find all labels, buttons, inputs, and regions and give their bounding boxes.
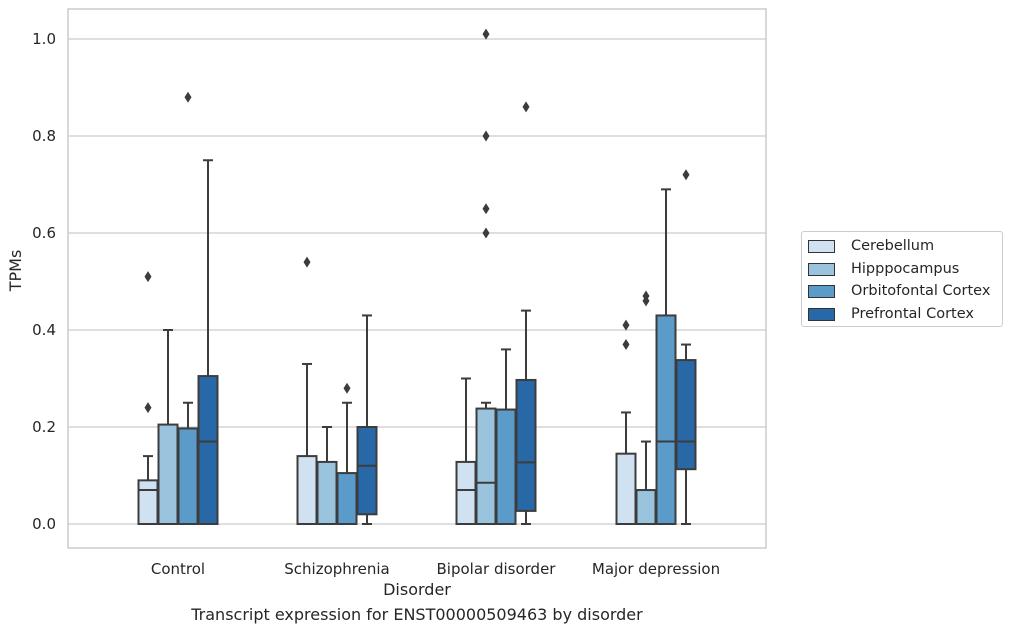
box-0-2	[455, 377, 477, 526]
y-tick-label: 0.4	[32, 321, 56, 339]
box-body	[515, 378, 537, 512]
box-0-0	[137, 271, 159, 526]
box-body	[635, 489, 657, 525]
box-body	[197, 375, 219, 526]
legend-label-hippocampus: Hipppocampus	[851, 261, 960, 277]
chart-caption: Transcript expression for ENST0000050946…	[191, 605, 643, 624]
plot-frame	[67, 8, 767, 549]
y-axis-ticks: 0.0 0.2 0.4 0.6 0.8 1.0	[32, 30, 56, 533]
legend-label-orbitofrontal: Orbitofontal Cortex	[851, 283, 991, 299]
y-tick-label: 0.8	[32, 127, 56, 145]
box-2-3	[655, 188, 677, 526]
box-body	[137, 479, 159, 526]
box-0-3	[615, 319, 637, 525]
box-body	[177, 427, 199, 525]
box-body	[296, 455, 318, 526]
legend-swatch-cerebellum	[808, 239, 835, 253]
box-body	[157, 423, 179, 526]
box-body	[455, 460, 477, 526]
box-body	[475, 407, 497, 526]
legend-label-cerebellum: Cerebellum	[851, 238, 935, 254]
y-tick-label: 0.6	[32, 224, 56, 242]
box-1-1	[316, 426, 338, 526]
legend: Cerebellum Hipppocampus Orbitofontal Cor…	[801, 231, 1003, 327]
outlier-point	[522, 101, 530, 113]
y-tick-label: 0.0	[32, 515, 56, 533]
legend-label-prefrontal: Prefrontal Cortex	[851, 306, 974, 322]
outlier-point	[482, 227, 490, 239]
box-1-2	[475, 28, 497, 526]
legend-swatch-prefrontal	[808, 307, 835, 321]
outlier-point	[343, 382, 351, 394]
legend-item-cerebellum: Cerebellum	[808, 236, 934, 256]
x-tick-label: Major depression	[592, 560, 720, 578]
outlier-point	[622, 319, 630, 331]
box-body	[336, 472, 358, 526]
box-3-3	[675, 169, 697, 525]
y-tick-label: 1.0	[32, 30, 56, 48]
legend-swatch-hippocampus	[808, 262, 835, 276]
y-axis-label: TPMs	[6, 250, 25, 293]
outlier-point	[482, 203, 490, 215]
outlier-point	[482, 28, 490, 40]
box-1-3	[635, 290, 657, 525]
x-tick-label: Schizophrenia	[284, 560, 389, 578]
box-body	[655, 314, 677, 526]
box-2-2	[495, 348, 517, 526]
x-axis-label: Disorder	[383, 580, 451, 599]
legend-item-hippocampus: Hipppocampus	[808, 259, 959, 279]
box-body	[615, 452, 637, 525]
outlier-point	[482, 130, 490, 142]
box-3-2	[515, 101, 537, 525]
legend-swatch-orbitofrontal	[808, 284, 835, 298]
box-2-0	[177, 91, 199, 525]
box-body	[495, 408, 517, 526]
box-body	[356, 426, 378, 516]
box-3-1	[356, 314, 378, 525]
x-tick-label: Bipolar disorder	[437, 560, 557, 578]
x-tick-label: Control	[151, 560, 205, 578]
box-1-0	[157, 329, 179, 526]
legend-item-orbitofrontal: Orbitofontal Cortex	[808, 281, 990, 301]
box-plots	[137, 28, 697, 526]
box-body	[675, 359, 697, 471]
box-2-1	[336, 382, 358, 526]
box-3-0	[197, 159, 219, 526]
outlier-point	[642, 290, 650, 302]
x-axis-ticks: Control Schizophrenia Bipolar disorder Majo…	[151, 560, 720, 578]
outlier-point	[682, 169, 690, 181]
y-tick-label: 0.2	[32, 418, 56, 436]
outlier-point	[144, 271, 152, 283]
box-0-1	[296, 256, 318, 526]
outlier-point	[144, 402, 152, 414]
legend-item-prefrontal: Prefrontal Cortex	[808, 304, 974, 324]
outlier-point	[622, 339, 630, 351]
outlier-point	[303, 256, 311, 268]
box-body	[316, 460, 338, 526]
outlier-point	[184, 91, 192, 103]
